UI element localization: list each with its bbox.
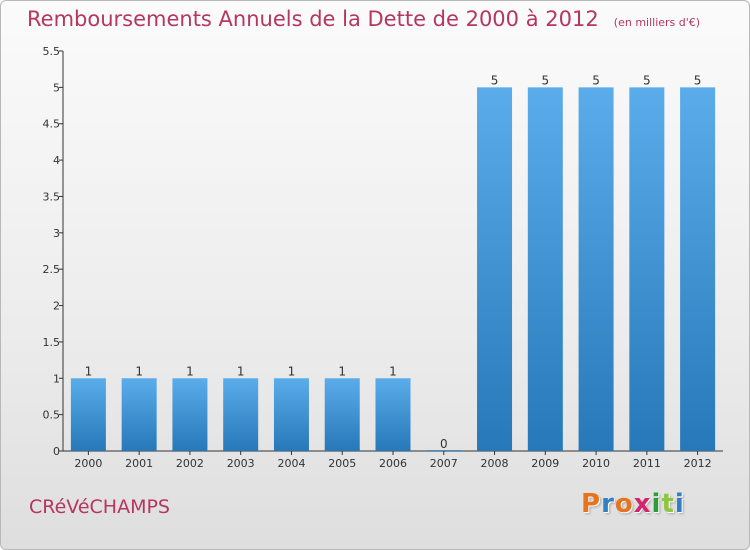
y-tick-label: 2 (53, 300, 60, 313)
data-label: 5 (694, 73, 702, 87)
data-label: 1 (186, 364, 194, 378)
bar-2012 (680, 87, 716, 451)
town-name: CRéVéCHAMPS (29, 496, 170, 518)
data-label: 5 (491, 73, 499, 87)
proxiti-logo[interactable]: Proxiti (581, 489, 685, 519)
bar-2001 (121, 378, 157, 451)
logo-letter: t (661, 489, 675, 519)
data-label: 5 (592, 73, 600, 87)
data-label: 1 (237, 364, 245, 378)
logo-letter: i (651, 489, 662, 519)
bar-2004 (273, 378, 309, 451)
bar-2008 (477, 87, 513, 451)
logo-letter: x (633, 489, 652, 519)
x-tick-label: 2005 (328, 457, 356, 470)
axes: 0 0.5 1 1.5 2 2.5 3 3.5 4 4.5 5 5.5 2000 2001 2002 2003… (43, 45, 723, 470)
data-label: 1 (389, 364, 397, 378)
unit-note: (en milliers d'€) (613, 16, 701, 29)
y-tick-label: 5.5 (43, 45, 61, 58)
y-tick-label: 0.5 (43, 409, 61, 422)
x-tick-label: 2001 (125, 457, 153, 470)
x-tick-label: 2008 (481, 457, 509, 470)
chart-title-block: Remboursements Annuels de la Dette de 20… (27, 7, 700, 31)
x-tick-label: 2004 (277, 457, 305, 470)
y-tick-label: 5 (53, 81, 60, 94)
logo-letter: r (601, 489, 615, 519)
bars: 1 1 1 1 1 1 1 0 5 5 5 5 5 (70, 73, 716, 451)
logo-letter: o (614, 489, 634, 519)
y-tick-label: 1 (53, 372, 60, 385)
bar-2009 (527, 87, 563, 451)
bar-2011 (629, 87, 665, 451)
data-label: 5 (541, 73, 549, 87)
logo-letter: P (581, 489, 602, 519)
x-tick-label: 2006 (379, 457, 407, 470)
data-label: 1 (288, 364, 296, 378)
y-tick-label: 0 (53, 445, 60, 458)
bar-2006 (375, 378, 411, 451)
bar-2005 (324, 378, 360, 451)
y-tick-label: 1.5 (43, 336, 61, 349)
y-tick-label: 3.5 (43, 190, 61, 203)
x-tick-label: 2012 (684, 457, 712, 470)
x-tick-label: 2003 (227, 457, 255, 470)
data-label: 0 (440, 437, 448, 451)
chart-title: Remboursements Annuels de la Dette de 20… (27, 7, 599, 31)
x-tick-label: 2010 (582, 457, 610, 470)
x-tick-label: 2000 (74, 457, 102, 470)
bar-2002 (172, 378, 208, 451)
y-tick-label: 3 (53, 227, 60, 240)
x-tick-label: 2007 (430, 457, 458, 470)
x-tick-label: 2002 (176, 457, 204, 470)
bar-2010 (578, 87, 614, 451)
y-tick-label: 4 (53, 154, 60, 167)
data-label: 1 (85, 364, 93, 378)
x-tick-label: 2009 (531, 457, 559, 470)
y-tick-label: 4.5 (43, 118, 61, 131)
data-label: 1 (338, 364, 346, 378)
bar-2003 (223, 378, 259, 451)
x-tick-label: 2011 (633, 457, 661, 470)
y-tick-label: 2.5 (43, 263, 61, 276)
bar-2007 (426, 450, 462, 451)
data-label: 1 (135, 364, 143, 378)
bar-2000 (70, 378, 106, 451)
data-label: 5 (643, 73, 651, 87)
logo-letter: i (674, 489, 685, 519)
